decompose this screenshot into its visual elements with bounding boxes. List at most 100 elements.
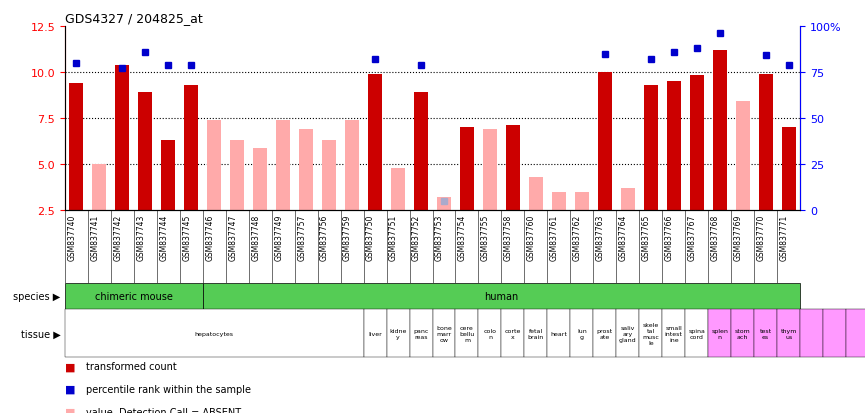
Bar: [736, 102, 750, 211]
Bar: [593, 310, 616, 357]
Bar: [299, 130, 313, 211]
Bar: [575, 192, 589, 211]
Bar: [570, 310, 593, 357]
Bar: [663, 310, 685, 357]
Text: GSM837759: GSM837759: [343, 214, 352, 261]
Text: GSM837746: GSM837746: [205, 214, 215, 261]
Text: GSM837768: GSM837768: [711, 214, 720, 260]
Bar: [69, 84, 83, 211]
Bar: [184, 85, 198, 211]
Text: GSM837741: GSM837741: [90, 214, 99, 260]
Text: GSM837755: GSM837755: [481, 214, 490, 261]
Bar: [414, 93, 428, 211]
Bar: [208, 121, 221, 211]
Bar: [322, 141, 336, 211]
Text: bone
marr
ow: bone marr ow: [436, 325, 452, 342]
Bar: [823, 310, 846, 357]
Text: GSM837758: GSM837758: [504, 214, 513, 260]
Text: GSM837766: GSM837766: [665, 214, 674, 261]
Text: ■: ■: [65, 384, 75, 394]
Bar: [460, 128, 474, 211]
Bar: [524, 310, 548, 357]
Bar: [65, 310, 363, 357]
Bar: [552, 192, 566, 211]
Text: test
es: test es: [759, 328, 772, 339]
Bar: [639, 310, 663, 357]
Text: GSM837752: GSM837752: [412, 214, 421, 260]
Text: hepatocytes: hepatocytes: [195, 331, 234, 336]
Text: GSM837762: GSM837762: [573, 214, 582, 260]
Bar: [759, 75, 772, 211]
Bar: [93, 165, 106, 211]
Text: thyro
id: thyro id: [804, 328, 820, 339]
Text: panc
reas: panc reas: [413, 328, 429, 339]
Bar: [65, 283, 202, 310]
Text: lun
g: lun g: [577, 328, 586, 339]
Bar: [502, 310, 524, 357]
Bar: [387, 310, 409, 357]
Bar: [162, 141, 176, 211]
Text: liver: liver: [368, 331, 382, 336]
Text: stom
ach: stom ach: [734, 328, 751, 339]
Text: GSM837761: GSM837761: [550, 214, 559, 260]
Bar: [598, 73, 612, 211]
Text: GSM837754: GSM837754: [458, 214, 467, 261]
Bar: [363, 310, 387, 357]
Bar: [548, 310, 570, 357]
Text: percentile rank within the sample: percentile rank within the sample: [86, 384, 252, 394]
Text: ■: ■: [65, 361, 75, 371]
Bar: [456, 310, 478, 357]
Bar: [345, 121, 359, 211]
Bar: [138, 93, 152, 211]
Bar: [115, 65, 129, 211]
Bar: [276, 121, 290, 211]
Text: GSM837742: GSM837742: [113, 214, 122, 260]
Bar: [391, 169, 405, 211]
Text: GDS4327 / 204825_at: GDS4327 / 204825_at: [65, 12, 202, 25]
Text: thym
us: thym us: [780, 328, 797, 339]
Bar: [754, 310, 777, 357]
Text: ■: ■: [65, 407, 75, 413]
Text: GSM837760: GSM837760: [527, 214, 536, 261]
Bar: [690, 76, 703, 211]
Text: GSM837765: GSM837765: [642, 214, 650, 261]
Bar: [616, 310, 639, 357]
Text: GSM837767: GSM837767: [688, 214, 696, 261]
Text: spina
cord: spina cord: [689, 328, 705, 339]
Text: chimeric mouse: chimeric mouse: [95, 291, 173, 301]
Text: GSM837743: GSM837743: [137, 214, 145, 261]
Bar: [777, 310, 800, 357]
Text: GSM837763: GSM837763: [596, 214, 605, 261]
Bar: [437, 198, 451, 211]
Text: cere
bellu
m: cere bellu m: [459, 325, 475, 342]
Text: GSM837753: GSM837753: [435, 214, 444, 261]
Bar: [800, 310, 823, 357]
Bar: [685, 310, 708, 357]
Bar: [202, 283, 800, 310]
Text: splen
n: splen n: [711, 328, 728, 339]
Text: GSM837749: GSM837749: [274, 214, 283, 261]
Bar: [253, 148, 267, 211]
Bar: [506, 126, 520, 211]
Text: saliv
ary
gland: saliv ary gland: [619, 325, 637, 342]
Text: GSM837751: GSM837751: [389, 214, 398, 260]
Bar: [846, 310, 865, 357]
Text: prost
ate: prost ate: [597, 328, 613, 339]
Text: GSM837771: GSM837771: [779, 214, 789, 260]
Text: kidne
y: kidne y: [389, 328, 407, 339]
Text: GSM837750: GSM837750: [366, 214, 375, 261]
Text: corte
x: corte x: [505, 328, 521, 339]
Bar: [368, 75, 382, 211]
Text: GSM837756: GSM837756: [320, 214, 329, 261]
Text: GSM837770: GSM837770: [757, 214, 766, 261]
Bar: [529, 178, 543, 211]
Text: uteru
s: uteru s: [849, 328, 865, 339]
Text: GSM837764: GSM837764: [618, 214, 628, 261]
Text: GSM837745: GSM837745: [183, 214, 191, 261]
Bar: [713, 51, 727, 211]
Text: value, Detection Call = ABSENT: value, Detection Call = ABSENT: [86, 407, 241, 413]
Bar: [708, 310, 731, 357]
Bar: [621, 189, 635, 211]
Text: GSM837740: GSM837740: [67, 214, 76, 261]
Text: species ▶: species ▶: [13, 291, 61, 301]
